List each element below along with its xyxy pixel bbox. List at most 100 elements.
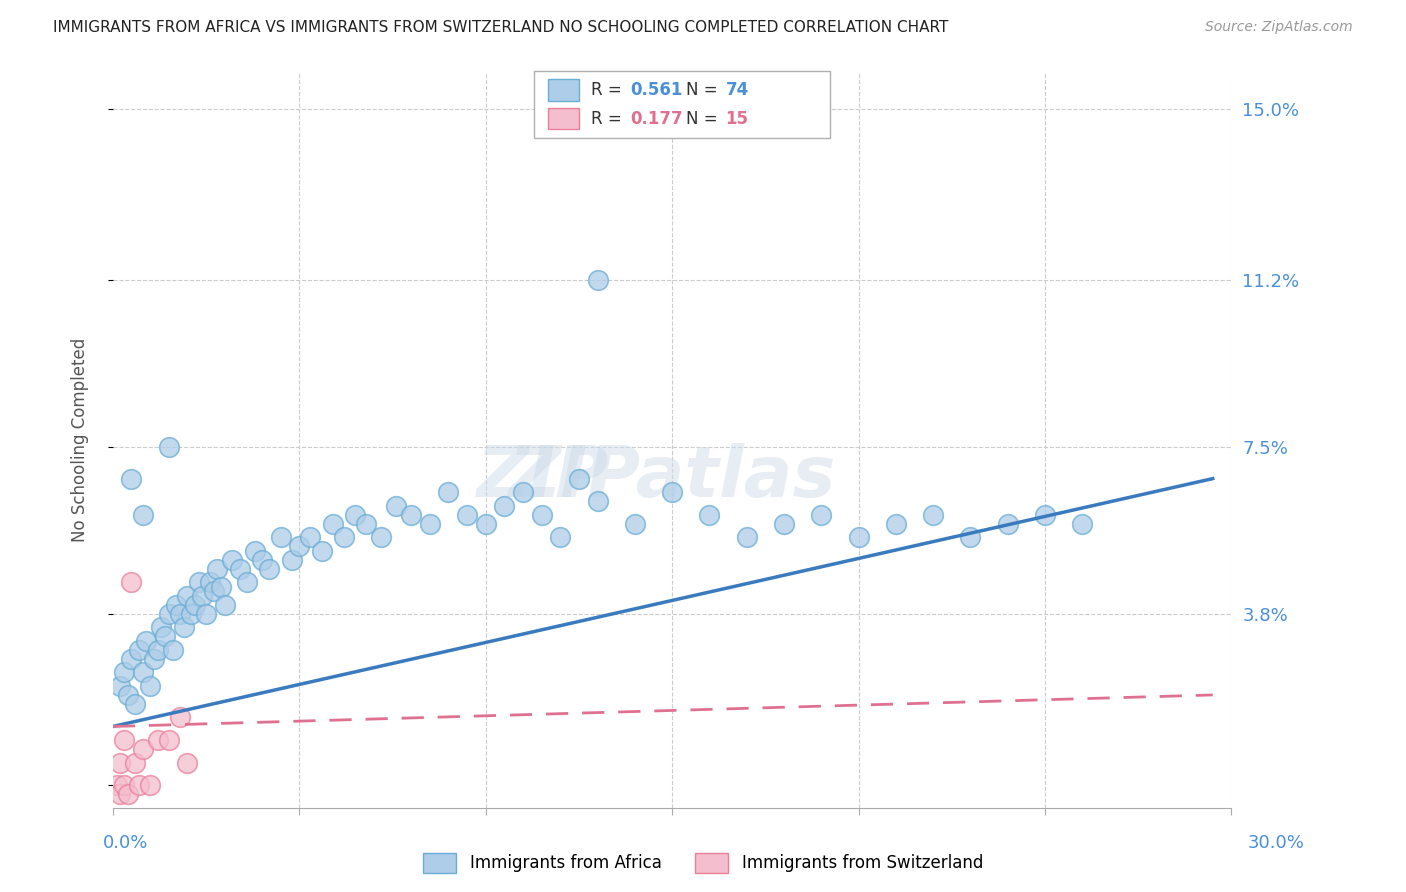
Point	[146, 643, 169, 657]
Point	[259, 562, 281, 576]
Point	[512, 485, 534, 500]
Point	[437, 485, 460, 500]
Point	[131, 742, 153, 756]
Point	[270, 530, 292, 544]
Point	[195, 607, 218, 621]
Point	[568, 472, 591, 486]
Text: 30.0%: 30.0%	[1249, 834, 1305, 852]
Y-axis label: No Schooling Completed: No Schooling Completed	[72, 338, 89, 542]
Point	[112, 665, 135, 680]
Point	[110, 679, 132, 693]
Point	[586, 273, 609, 287]
Point	[848, 530, 870, 544]
Point	[121, 575, 143, 590]
Point	[773, 516, 796, 531]
Point	[209, 580, 232, 594]
Point	[180, 607, 202, 621]
Point	[139, 778, 162, 792]
Point	[131, 508, 153, 522]
Point	[184, 598, 207, 612]
Point	[157, 607, 180, 621]
Point	[288, 539, 311, 553]
Point	[370, 530, 392, 544]
Point	[176, 589, 198, 603]
Point	[884, 516, 907, 531]
Point	[121, 652, 143, 666]
Point	[112, 733, 135, 747]
Point	[150, 620, 173, 634]
Point	[419, 516, 441, 531]
Point	[997, 516, 1019, 531]
Text: 15: 15	[725, 110, 748, 128]
Text: ZIPatlas: ZIPatlas	[509, 442, 835, 511]
Point	[124, 756, 146, 770]
Point	[236, 575, 259, 590]
Point	[494, 499, 516, 513]
Point	[176, 756, 198, 770]
Point	[153, 629, 176, 643]
Point	[530, 508, 553, 522]
Point	[117, 787, 139, 801]
Point	[243, 543, 266, 558]
Point	[198, 575, 221, 590]
Text: N =: N =	[686, 81, 723, 99]
Point	[586, 494, 609, 508]
Point	[548, 530, 571, 544]
Point	[661, 485, 683, 500]
Point	[169, 710, 191, 724]
Text: 0.561: 0.561	[630, 81, 682, 99]
Point	[810, 508, 832, 522]
Point	[1071, 516, 1094, 531]
Point	[187, 575, 209, 590]
Point	[202, 584, 225, 599]
Point	[1033, 508, 1056, 522]
Point	[399, 508, 422, 522]
Point	[128, 643, 150, 657]
Text: IMMIGRANTS FROM AFRICA VS IMMIGRANTS FROM SWITZERLAND NO SCHOOLING COMPLETED COR: IMMIGRANTS FROM AFRICA VS IMMIGRANTS FRO…	[53, 20, 949, 35]
Legend: Immigrants from Africa, Immigrants from Switzerland: Immigrants from Africa, Immigrants from …	[416, 847, 990, 880]
Text: R =: R =	[591, 81, 627, 99]
Point	[105, 778, 128, 792]
Text: 0.177: 0.177	[630, 110, 682, 128]
Point	[356, 516, 378, 531]
Point	[228, 562, 250, 576]
Point	[157, 440, 180, 454]
Point	[169, 607, 191, 621]
Point	[624, 516, 647, 531]
Point	[142, 652, 165, 666]
Point	[191, 589, 214, 603]
Text: Source: ZipAtlas.com: Source: ZipAtlas.com	[1205, 20, 1353, 34]
Point	[135, 633, 157, 648]
Point	[173, 620, 195, 634]
Text: N =: N =	[686, 110, 723, 128]
Point	[385, 499, 408, 513]
Point	[112, 778, 135, 792]
Text: 0.0%: 0.0%	[103, 834, 148, 852]
Text: 74: 74	[725, 81, 749, 99]
Point	[221, 553, 243, 567]
Point	[299, 530, 322, 544]
Point	[139, 679, 162, 693]
Point	[333, 530, 356, 544]
Point	[959, 530, 981, 544]
Point	[128, 778, 150, 792]
Point	[322, 516, 344, 531]
Point	[110, 756, 132, 770]
Point	[165, 598, 187, 612]
Point	[162, 643, 184, 657]
Text: R =: R =	[591, 110, 627, 128]
Point	[311, 543, 333, 558]
Point	[735, 530, 758, 544]
Point	[250, 553, 273, 567]
Point	[121, 472, 143, 486]
Point	[117, 688, 139, 702]
Point	[474, 516, 496, 531]
Point	[922, 508, 945, 522]
Point	[214, 598, 236, 612]
Point	[699, 508, 721, 522]
Point	[456, 508, 478, 522]
Point	[157, 733, 180, 747]
Point	[131, 665, 153, 680]
Point	[124, 697, 146, 711]
Point	[110, 787, 132, 801]
